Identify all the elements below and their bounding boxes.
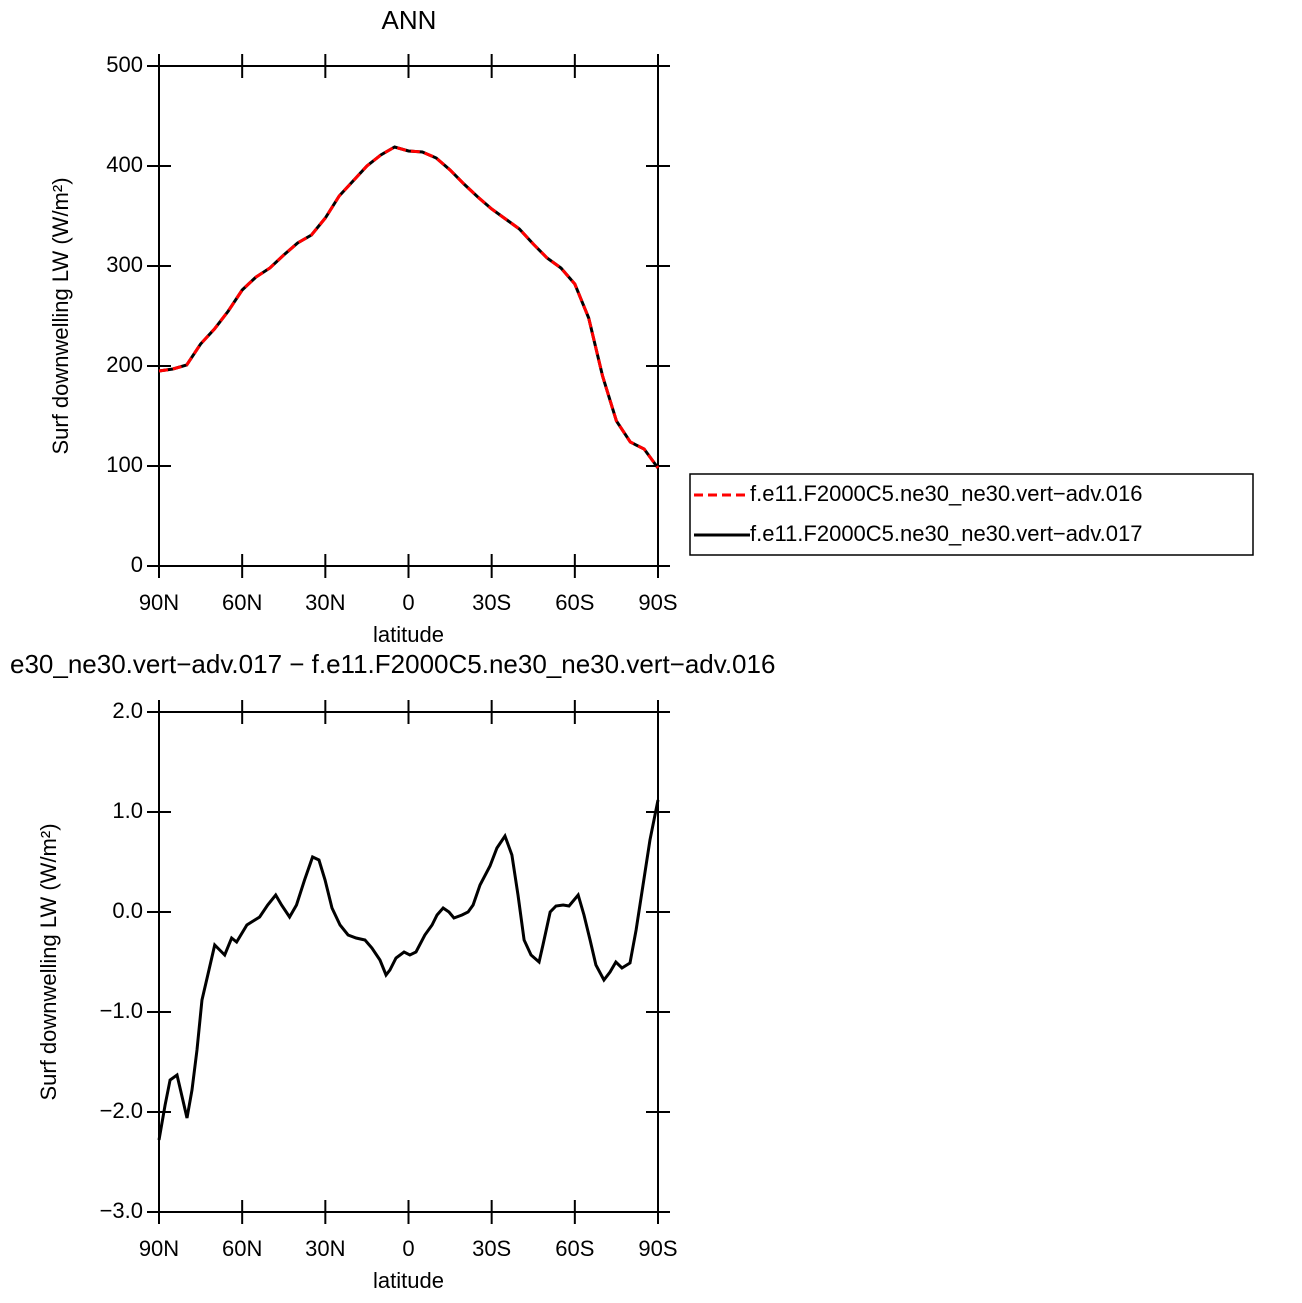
x-tick-label: 30N <box>305 1236 345 1261</box>
plot-frame <box>158 711 659 1213</box>
data-line <box>158 145 660 469</box>
x-tick-label: 90N <box>139 590 179 615</box>
x-tick-label: 60N <box>222 590 262 615</box>
legend-label: f.e11.F2000C5.ne30_ne30.vert−adv.016 <box>750 481 1142 506</box>
y-tick-label: −2.0 <box>100 1098 143 1123</box>
plot-frame <box>158 65 659 567</box>
x-tick-label: 30S <box>472 1236 511 1261</box>
y-tick-label: 500 <box>106 52 143 77</box>
x-tick-label: 60S <box>555 1236 594 1261</box>
y-tick-label: 0.0 <box>112 898 143 923</box>
x-tick-label: 90S <box>638 590 677 615</box>
chart-title: e30_ne30.vert−adv.017 − f.e11.F2000C5.ne… <box>10 649 775 679</box>
x-tick-label: 60N <box>222 1236 262 1261</box>
legend-box <box>689 473 1254 556</box>
y-tick-label: 0 <box>131 552 143 577</box>
y-tick-label: 1.0 <box>112 798 143 823</box>
y-tick-label: 100 <box>106 452 143 477</box>
y-tick-label: −3.0 <box>100 1198 143 1223</box>
x-tick-label: 60S <box>555 590 594 615</box>
x-tick-label: 0 <box>402 1236 414 1261</box>
y-axis-label: Surf downwelling LW (W/m²) <box>36 823 61 1100</box>
legend-label: f.e11.F2000C5.ne30_ne30.vert−adv.017 <box>750 521 1142 546</box>
y-tick-label: 300 <box>106 252 143 277</box>
y-tick-label: 400 <box>106 152 143 177</box>
data-line <box>157 799 660 1141</box>
x-tick-label: 0 <box>402 590 414 615</box>
chart-title: ANN <box>382 5 437 35</box>
x-tick-label: 90S <box>638 1236 677 1261</box>
y-tick-label: 200 <box>106 352 143 377</box>
x-tick-label: 30N <box>305 590 345 615</box>
x-tick-label: 30S <box>472 590 511 615</box>
x-axis-label: latitude <box>373 622 444 647</box>
y-axis-label: Surf downwelling LW (W/m²) <box>48 177 73 454</box>
x-tick-label: 90N <box>139 1236 179 1261</box>
y-tick-label: 2.0 <box>112 698 143 723</box>
y-tick-label: −1.0 <box>100 998 143 1023</box>
x-axis-label: latitude <box>373 1268 444 1293</box>
